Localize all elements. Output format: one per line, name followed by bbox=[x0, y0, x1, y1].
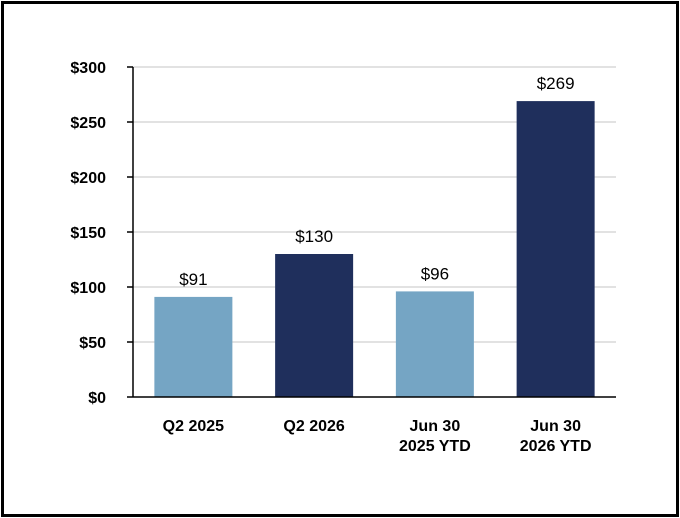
y-tick-label: $0 bbox=[88, 390, 106, 407]
y-tick-label: $150 bbox=[70, 225, 106, 242]
bar bbox=[154, 296, 233, 397]
data-labels: $91 $130 $96 $269 bbox=[179, 74, 574, 289]
x-tick-label: Q2 2026 bbox=[283, 418, 344, 435]
data-label: $269 bbox=[537, 74, 575, 93]
data-label: $91 bbox=[179, 270, 207, 289]
x-tick-labels: Q2 2025 Q2 2026 Jun 30 2025 YTD Jun 30 2026 Y… bbox=[163, 418, 592, 455]
y-tick-label: $200 bbox=[70, 170, 106, 187]
data-label: $130 bbox=[295, 227, 333, 246]
axes bbox=[127, 66, 616, 398]
bar-chart: $0 $50 $100 $150 $200 $250 $300 Q2 2025 Q2 2026… bbox=[70, 60, 616, 455]
y-tick-label: $100 bbox=[70, 280, 106, 297]
bars bbox=[154, 101, 595, 397]
bar bbox=[395, 291, 474, 397]
y-tick-label: $300 bbox=[70, 60, 106, 77]
y-tick-label: $250 bbox=[70, 115, 106, 132]
data-label: $96 bbox=[421, 264, 449, 283]
x-tick-label: Jun 30 2025 YTD bbox=[399, 418, 471, 455]
x-tick-label: Jun 30 2026 YTD bbox=[520, 418, 592, 455]
y-tick-labels: $0 $50 $100 $150 $200 $250 $300 bbox=[70, 60, 106, 407]
x-tick-label: Q2 2025 bbox=[163, 418, 224, 435]
bar bbox=[516, 101, 595, 397]
bar bbox=[275, 254, 354, 397]
y-tick-label: $50 bbox=[79, 335, 106, 352]
